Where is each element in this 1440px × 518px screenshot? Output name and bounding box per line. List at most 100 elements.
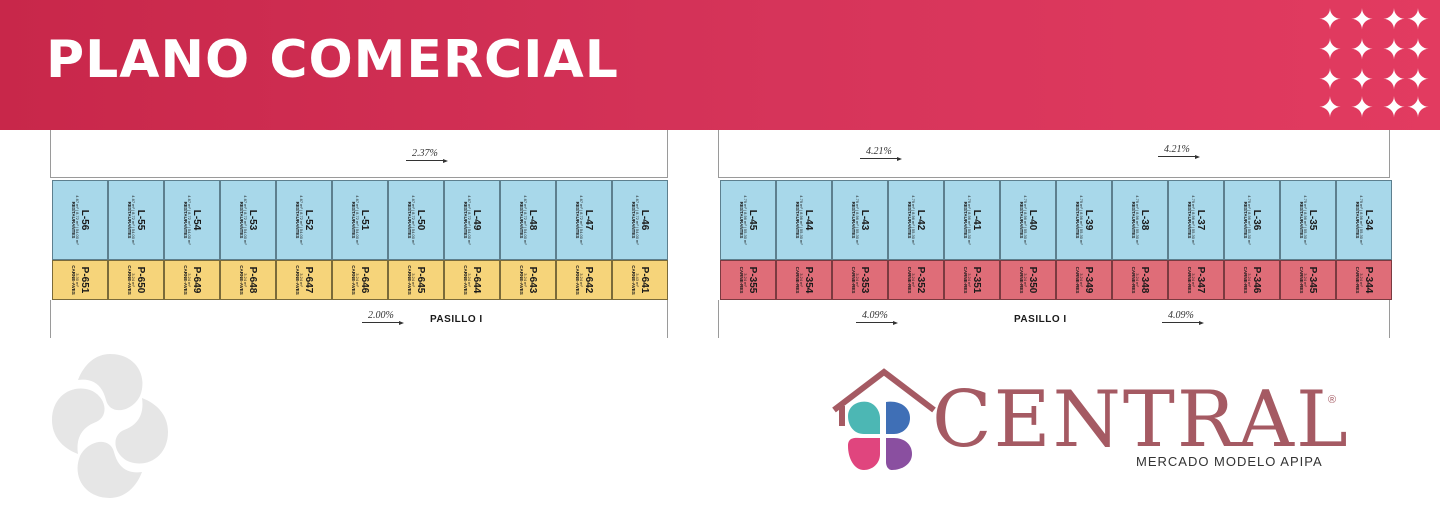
cell-category: CARNE-AVES (462, 265, 468, 295)
cell-label: P-349 3.24 m² CARNE-RES (1074, 267, 1094, 294)
slope-indicator: 4.21% (860, 146, 902, 161)
cell-code: P-642 (583, 266, 595, 294)
cell-category: RESTAURANTES (1130, 201, 1136, 239)
cell-code: P-643 (527, 266, 539, 294)
local-cell: L-54 4.67 m² | 8.72 m² | 54.00 m² RESTAURA… (164, 180, 220, 260)
sparkle-icon: ✦ (1350, 3, 1374, 36)
header-banner: PLANO COMERCIAL ✦ ✦ ✦ ✦ ✦ ✦ ✦ ✦ ✦ ✦ ✦ ✦ … (0, 0, 1440, 130)
cell-category: CARNE-RES (794, 266, 800, 294)
aisle-label: PASILLO I (430, 314, 483, 325)
cell-label: L-38 4.79 m² | 8.96 m² | 55.30 m² RESTAURA… (1130, 195, 1150, 244)
cell-category: CARNE-AVES (630, 265, 636, 295)
sparkle-icon: ✦ (1382, 63, 1406, 96)
cell-code: P-646 (359, 266, 371, 294)
cell-code: L-52 (303, 209, 315, 231)
cell-category: CARNE-AVES (350, 265, 356, 295)
cell-category: CARNE-RES (1298, 266, 1304, 294)
local-cell: L-49 4.67 m² | 8.72 m² | 54.00 m² RESTAURA… (444, 180, 500, 260)
cell-category: CARNE-RES (1354, 266, 1360, 294)
cell-category: CARNE-RES (1018, 266, 1024, 294)
cell-label: P-647 3.24 m² CARNE-AVES (294, 265, 314, 294)
sparkle-icon: ✦ (1318, 91, 1342, 124)
cell-label: L-36 4.79 m² | 8.96 m² | 55.30 m² RESTAURA… (1242, 195, 1262, 244)
cell-code: P-352 (915, 266, 927, 294)
local-cell: L-36 4.79 m² | 8.96 m² | 55.30 m² RESTAURA… (1224, 180, 1280, 260)
cell-category: CARNE-RES (1074, 266, 1080, 294)
local-cell: L-55 4.67 m² | 8.72 m² | 54.00 m² RESTAURA… (108, 180, 164, 260)
cell-category: CARNE-AVES (294, 265, 300, 295)
cell-label: P-641 3.43 m² CARNE-AVES (630, 265, 650, 294)
cell-label: L-42 4.79 m² | 8.96 m² | 55.30 m² RESTAURA… (906, 195, 926, 244)
cell-label: P-354 3.24 m² CARNE-RES (794, 267, 814, 294)
cell-label: L-49 4.67 m² | 8.72 m² | 54.00 m² RESTAURA… (462, 195, 482, 244)
cell-category: CARNE-AVES (70, 265, 76, 295)
slope-indicator: 2.37% (406, 148, 448, 163)
cell-code: P-644 (471, 266, 483, 294)
cell-category: RESTAURANTES (1018, 201, 1024, 239)
cell-category: RESTAURANTES (462, 201, 468, 239)
cell-category: RESTAURANTES (794, 201, 800, 239)
cell-code: L-55 (135, 209, 147, 231)
cell-code: P-346 (1251, 266, 1263, 294)
cell-label: P-355 3.24 m² CARNE-RES (738, 267, 758, 294)
cell-code: L-38 (1139, 209, 1151, 231)
cell-code: P-349 (1083, 266, 1095, 294)
puesto-cell: P-641 3.43 m² CARNE-AVES (612, 260, 668, 300)
cell-code: P-348 (1139, 266, 1151, 294)
cell-label: L-56 4.67 m² | 8.72 m² | 54.00 m² RESTAURA… (70, 195, 90, 244)
cell-category: RESTAURANTES (1298, 201, 1304, 239)
cell-category: RESTAURANTES (70, 201, 76, 239)
cell-category: CARNE-AVES (574, 265, 580, 295)
cell-code: P-650 (135, 266, 147, 294)
cell-code: P-649 (191, 266, 203, 294)
cell-code: L-41 (971, 209, 983, 231)
sparkle-icon: ✦ (1406, 91, 1430, 124)
cell-label: L-55 4.67 m² | 8.72 m² | 54.00 m² RESTAURA… (126, 195, 146, 244)
floor-plan-right: 4.21% 4.21% L-45 4.79 m² | 8.96 m² | 55.3… (718, 130, 1440, 340)
cell-label: P-644 3.24 m² CARNE-AVES (462, 265, 482, 294)
cell-label: P-651 3.30 m² CARNE-AVES (70, 265, 90, 294)
aisle-boundary (50, 300, 668, 338)
puesto-cell: P-353 3.24 m² CARNE-RES (832, 260, 888, 300)
cell-category: CARNE-AVES (182, 265, 188, 295)
local-cell: L-41 4.79 m² | 8.96 m² | 55.30 m² RESTAURA… (944, 180, 1000, 260)
cell-code: P-651 (79, 266, 91, 294)
sparkle-icon: ✦ (1318, 3, 1342, 36)
cell-label: P-346 3.24 m² CARNE-RES (1242, 267, 1262, 294)
cell-label: L-39 4.79 m² | 8.96 m² | 55.30 m² RESTAURA… (1074, 195, 1094, 244)
cell-code: P-648 (247, 266, 259, 294)
cell-label: P-642 3.24 m² CARNE-AVES (574, 265, 594, 294)
puesto-cell: P-350 3.24 m² CARNE-RES (1000, 260, 1056, 300)
cell-label: P-353 3.24 m² CARNE-RES (850, 267, 870, 294)
cell-category: RESTAURANTES (1354, 201, 1360, 239)
cell-label: L-44 4.79 m² | 8.96 m² | 55.30 m² RESTAURA… (794, 195, 814, 244)
local-cell: L-43 4.79 m² | 8.96 m² | 55.30 m² RESTAURA… (832, 180, 888, 260)
cell-category: CARNE-RES (906, 266, 912, 294)
cell-code: L-34 (1363, 209, 1375, 231)
cell-code: L-53 (247, 209, 259, 231)
cell-category: CARNE-AVES (406, 265, 412, 295)
puesto-cell: P-355 3.24 m² CARNE-RES (720, 260, 776, 300)
cell-code: L-40 (1027, 209, 1039, 231)
cell-code: L-43 (859, 209, 871, 231)
puesto-cell: P-651 3.30 m² CARNE-AVES (52, 260, 108, 300)
cell-category: RESTAURANTES (962, 201, 968, 239)
cell-label: L-43 4.79 m² | 8.96 m² | 55.30 m² RESTAURA… (850, 195, 870, 244)
cell-code: L-46 (639, 209, 651, 231)
puesto-cell: P-646 3.24 m² CARNE-AVES (332, 260, 388, 300)
local-cell: L-34 4.79 m² | 8.96 m² | 55.30 m² RESTAURA… (1336, 180, 1392, 260)
plan-wall (718, 130, 1390, 178)
cell-category: CARNE-RES (1242, 266, 1248, 294)
cell-category: CARNE-AVES (126, 265, 132, 295)
slope-indicator: 4.21% (1158, 144, 1200, 159)
cell-label: L-41 4.79 m² | 8.96 m² | 55.30 m² RESTAURA… (962, 195, 982, 244)
cell-label: P-344 3.24 m² CARNE-RES (1354, 267, 1374, 294)
cell-category: RESTAURANTES (630, 201, 636, 239)
brand-name: CENTRAL (932, 375, 1350, 465)
puesto-cell: P-647 3.24 m² CARNE-AVES (276, 260, 332, 300)
cell-label: P-650 3.24 m² CARNE-AVES (126, 265, 146, 294)
cell-code: L-42 (915, 209, 927, 231)
plan-wall (50, 130, 668, 178)
sparkle-grid: ✦ ✦ ✦ ✦ ✦ ✦ ✦ ✦ ✦ ✦ ✦ ✦ ✦ ✦ ✦ ✦ (1318, 3, 1430, 124)
cell-category: RESTAURANTES (1074, 201, 1080, 239)
